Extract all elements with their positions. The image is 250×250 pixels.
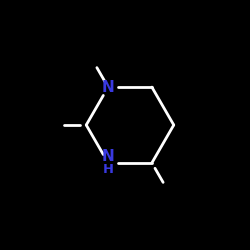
Text: H: H	[103, 163, 114, 176]
Text: N: N	[102, 149, 115, 164]
Text: N: N	[102, 80, 115, 94]
